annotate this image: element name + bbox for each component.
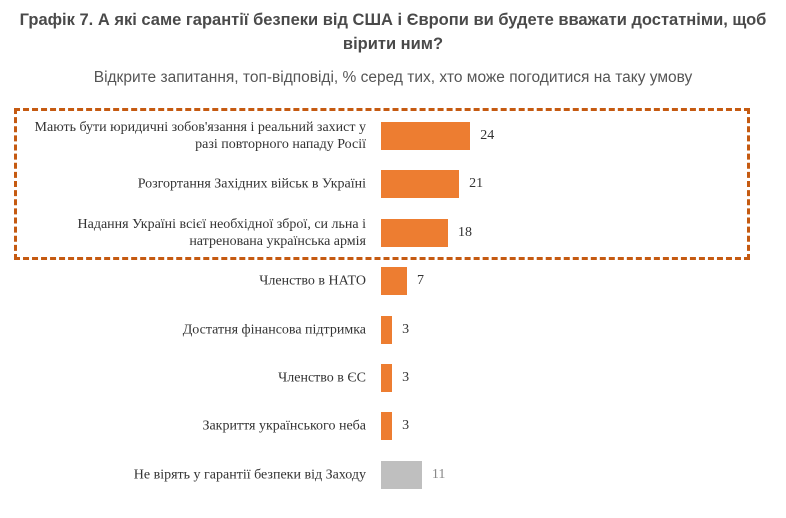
value-label: 7 bbox=[417, 273, 425, 289]
value-label: 21 bbox=[469, 176, 484, 192]
value-label: 3 bbox=[402, 370, 410, 385]
bar bbox=[381, 315, 393, 344]
value-label: 11 bbox=[431, 466, 446, 482]
bar bbox=[381, 122, 471, 150]
value-label: 18 bbox=[457, 224, 472, 240]
category-label: Членство в ЄС bbox=[278, 370, 366, 386]
highlight-box bbox=[14, 108, 750, 260]
category-label: Достатня фінансова підтримка bbox=[182, 322, 366, 338]
bar bbox=[381, 218, 448, 247]
bar bbox=[381, 412, 393, 441]
category-label: Надання Україні всієї необхідної зброї, … bbox=[77, 216, 367, 249]
chart-subtitle: Відкрите запитання, топ-відповіді, % сер… bbox=[93, 69, 693, 86]
category-label: Мають бути юридичні зобов'язання і реаль… bbox=[34, 120, 366, 152]
category-label: Закриття українського неба bbox=[202, 418, 366, 434]
value-label: 3 bbox=[402, 321, 410, 337]
value-label: 3 bbox=[402, 418, 410, 434]
bar bbox=[381, 170, 460, 199]
category-label: Розгортання Західних військ в Україні bbox=[137, 176, 366, 192]
category-label: Не вірять у гарантії безпеки від Заходу bbox=[133, 467, 366, 483]
bar bbox=[381, 460, 422, 489]
value-label: 24 bbox=[480, 128, 495, 143]
bar bbox=[381, 267, 408, 296]
bar bbox=[381, 364, 393, 392]
category-label: Членство в НАТО bbox=[259, 273, 366, 289]
chart-title: Графік 7. А які саме гарантії безпеки ві… bbox=[19, 11, 767, 53]
